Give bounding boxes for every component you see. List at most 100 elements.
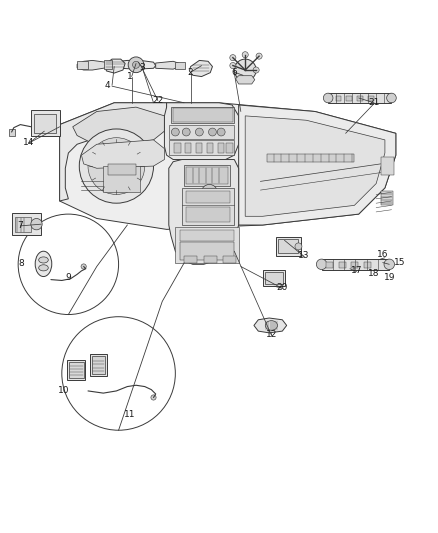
Bar: [368, 96, 374, 101]
Bar: [226, 143, 233, 153]
Bar: [364, 262, 371, 268]
Text: 15: 15: [395, 257, 406, 266]
Circle shape: [182, 128, 190, 136]
Polygon shape: [189, 60, 212, 77]
Circle shape: [384, 259, 395, 270]
Bar: [77, 61, 88, 69]
Circle shape: [18, 214, 119, 314]
Circle shape: [151, 395, 156, 400]
Text: 2: 2: [188, 68, 194, 77]
Circle shape: [242, 52, 248, 58]
Bar: [104, 60, 112, 69]
Text: 19: 19: [385, 273, 396, 282]
Bar: [328, 93, 392, 103]
Circle shape: [81, 264, 86, 269]
Circle shape: [295, 243, 302, 250]
Bar: [175, 62, 185, 69]
Bar: [171, 107, 234, 123]
Circle shape: [234, 59, 256, 81]
Circle shape: [323, 93, 333, 103]
Circle shape: [387, 93, 396, 103]
Bar: [381, 157, 394, 175]
Circle shape: [208, 128, 216, 136]
Bar: [279, 239, 298, 253]
Text: 12: 12: [266, 330, 277, 338]
Text: 3: 3: [140, 63, 145, 72]
Circle shape: [253, 67, 259, 73]
Bar: [184, 165, 230, 185]
Circle shape: [195, 128, 203, 136]
Circle shape: [230, 54, 236, 61]
Text: 7: 7: [18, 221, 23, 230]
Bar: [207, 143, 213, 153]
Bar: [92, 356, 105, 374]
Polygon shape: [169, 159, 239, 264]
Bar: [67, 360, 85, 380]
Polygon shape: [254, 318, 287, 333]
Circle shape: [79, 129, 153, 203]
Bar: [321, 259, 389, 270]
Polygon shape: [81, 140, 164, 168]
Bar: [169, 140, 234, 155]
Bar: [186, 191, 230, 203]
Text: 11: 11: [124, 410, 135, 419]
Text: 8: 8: [19, 259, 25, 268]
Bar: [267, 154, 354, 161]
Bar: [174, 143, 180, 153]
Bar: [276, 237, 301, 256]
Bar: [31, 110, 60, 135]
Polygon shape: [236, 76, 255, 84]
Text: 14: 14: [23, 138, 35, 147]
Text: 10: 10: [58, 386, 70, 395]
Bar: [180, 230, 234, 241]
Bar: [265, 272, 283, 285]
Bar: [180, 243, 234, 260]
Text: 16: 16: [377, 250, 389, 259]
Bar: [185, 143, 191, 153]
Circle shape: [217, 128, 225, 136]
Text: 22: 22: [152, 96, 163, 105]
Bar: [9, 129, 15, 135]
Bar: [103, 166, 141, 192]
Bar: [12, 213, 41, 235]
Bar: [69, 362, 84, 378]
Circle shape: [201, 184, 217, 200]
Text: 13: 13: [298, 251, 310, 260]
Polygon shape: [60, 103, 396, 229]
Bar: [14, 217, 31, 232]
Bar: [218, 143, 224, 153]
Polygon shape: [77, 60, 112, 70]
Circle shape: [316, 259, 327, 270]
Bar: [357, 96, 363, 101]
Polygon shape: [60, 103, 166, 201]
Bar: [326, 262, 333, 268]
Bar: [169, 125, 234, 139]
Circle shape: [256, 53, 262, 59]
Ellipse shape: [39, 265, 48, 271]
Polygon shape: [164, 103, 239, 159]
Text: 1: 1: [127, 72, 132, 81]
Text: 6: 6: [231, 68, 237, 77]
Bar: [108, 164, 136, 175]
Polygon shape: [239, 105, 396, 225]
Polygon shape: [111, 60, 155, 69]
Bar: [34, 114, 56, 133]
Circle shape: [128, 57, 144, 72]
Text: 20: 20: [277, 283, 288, 292]
Bar: [204, 256, 217, 263]
Bar: [90, 354, 107, 376]
Bar: [196, 143, 202, 153]
Ellipse shape: [39, 257, 48, 263]
Circle shape: [171, 128, 179, 136]
Polygon shape: [73, 107, 164, 144]
Circle shape: [230, 62, 236, 69]
Circle shape: [31, 219, 42, 230]
Bar: [182, 188, 234, 225]
Bar: [186, 207, 230, 222]
Bar: [186, 167, 228, 183]
Bar: [263, 270, 286, 286]
Bar: [346, 96, 352, 101]
Bar: [339, 262, 346, 268]
Text: 17: 17: [351, 266, 362, 276]
Bar: [223, 256, 237, 263]
